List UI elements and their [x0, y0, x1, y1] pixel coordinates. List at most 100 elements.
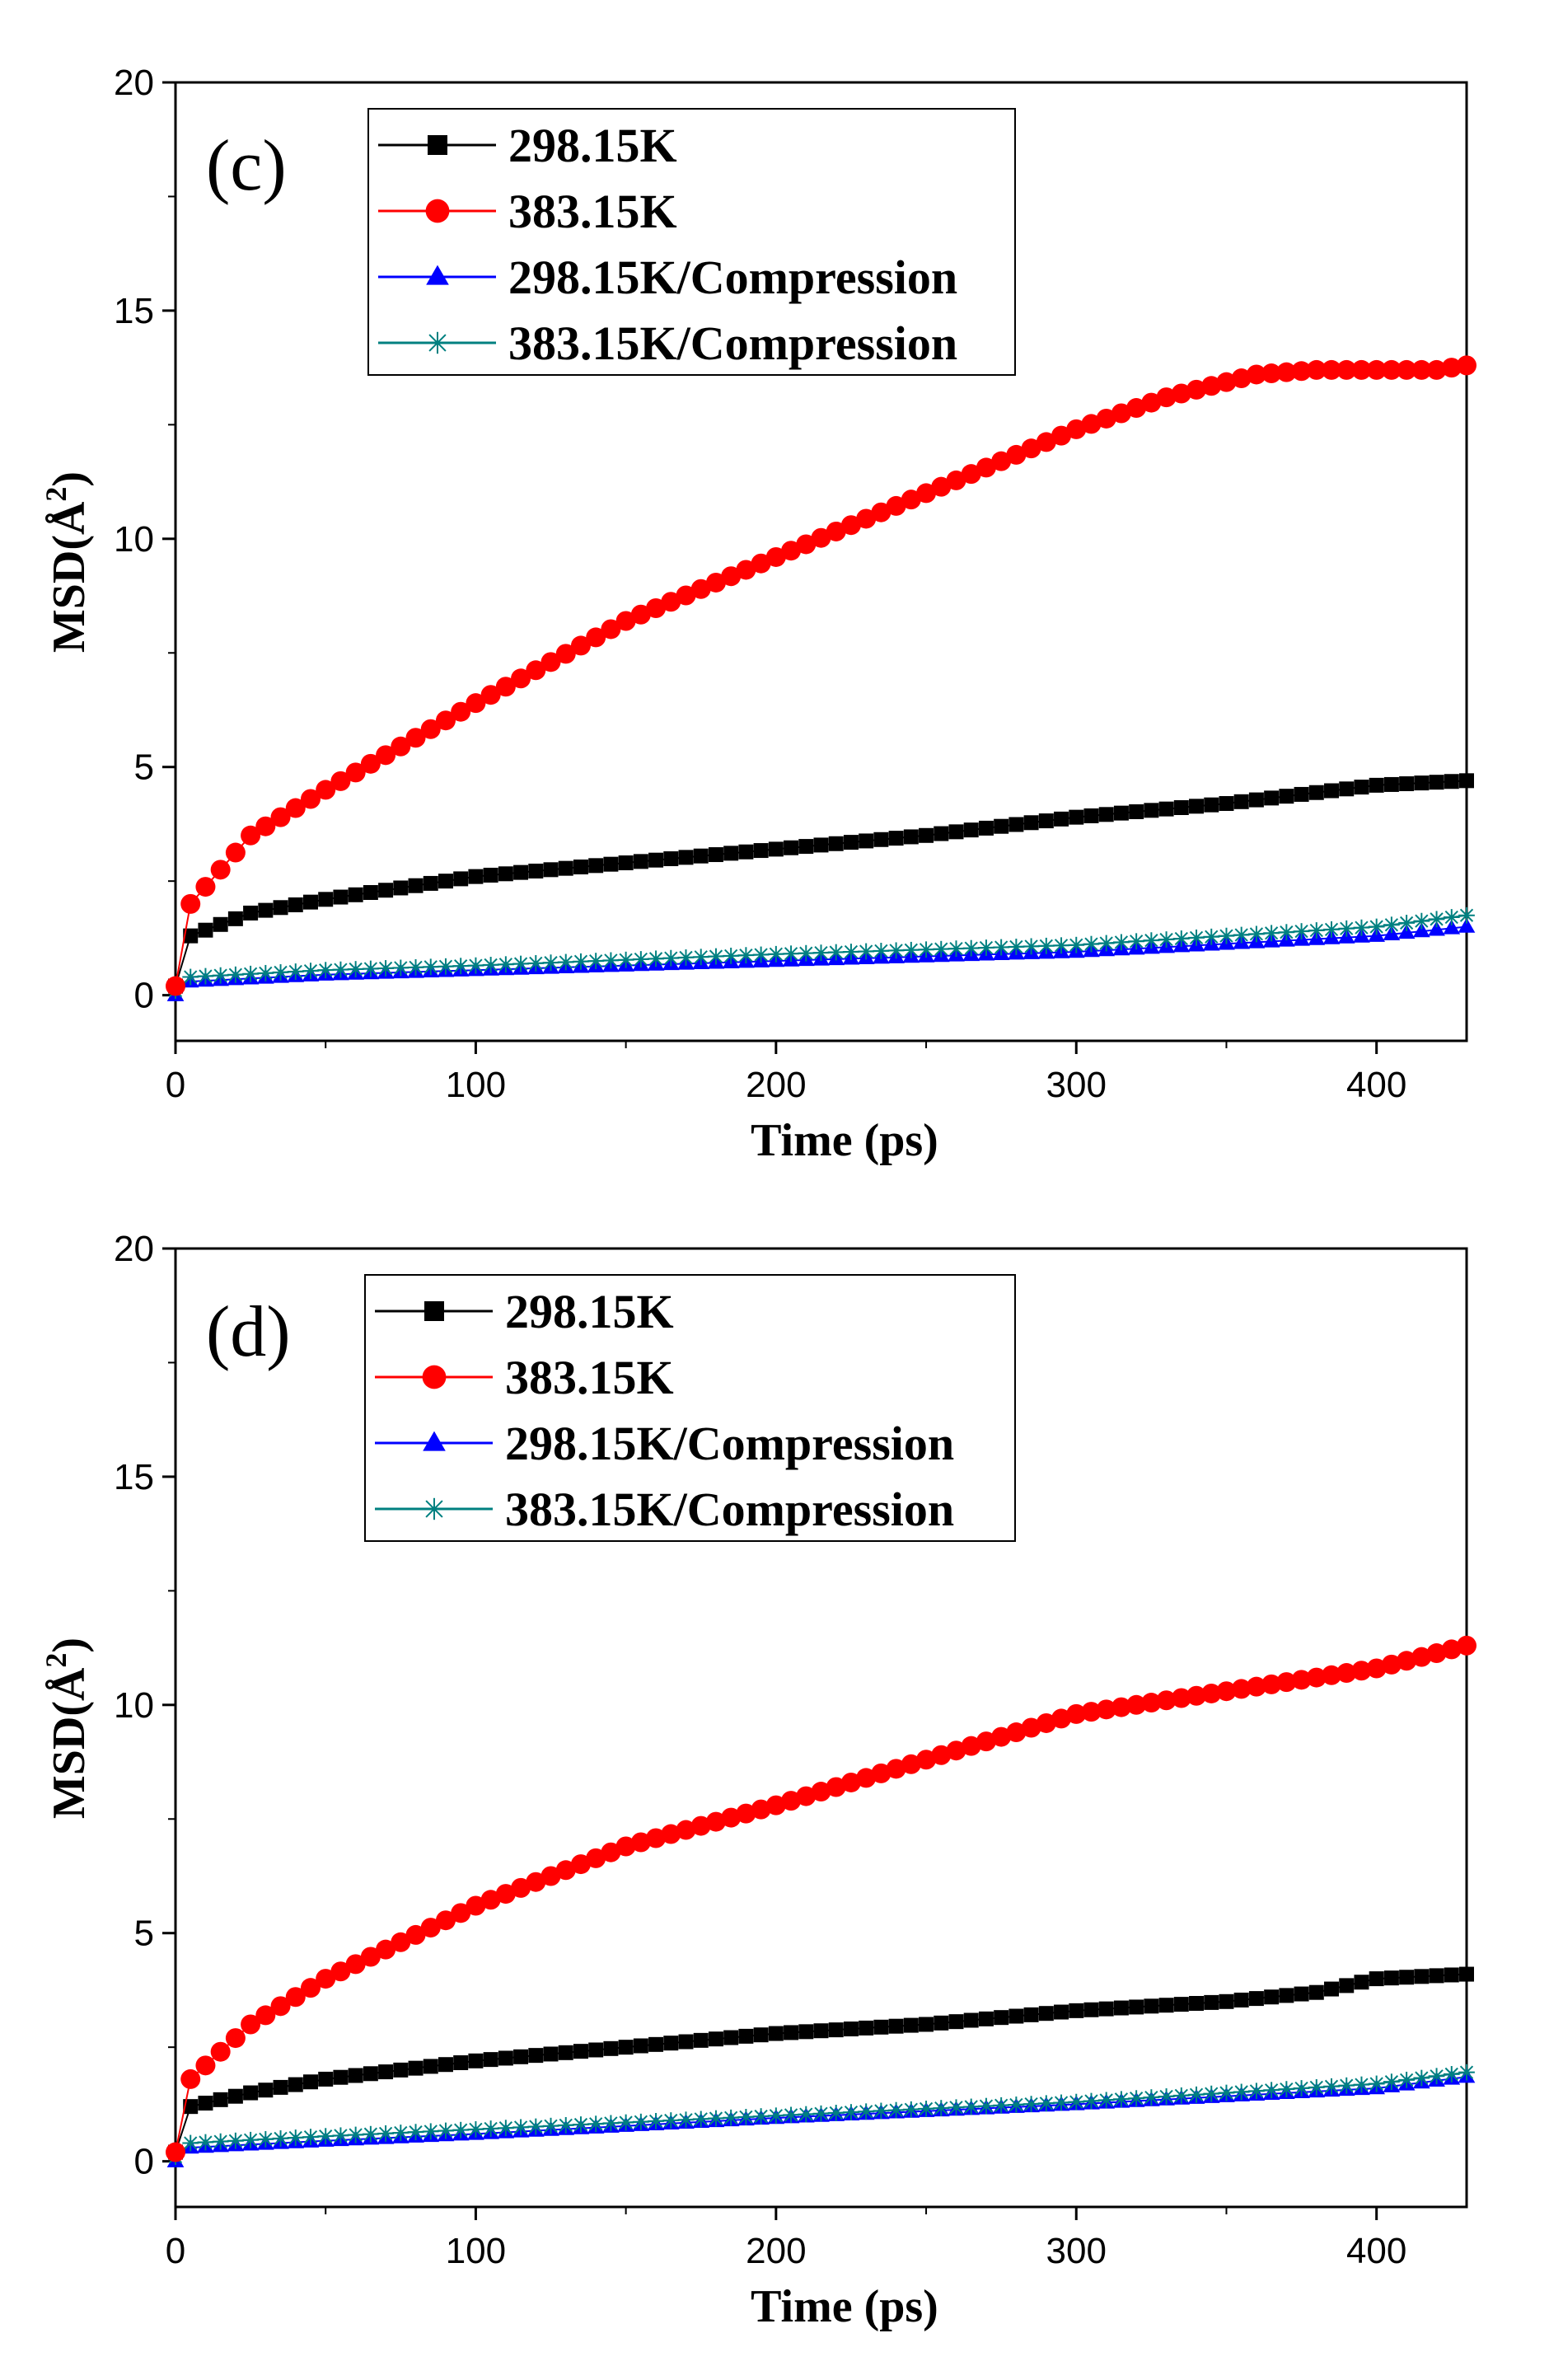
data-point: [255, 2005, 276, 2026]
data-point: [1308, 1984, 1324, 2000]
data-point: [798, 2106, 815, 2123]
data-point: [903, 2017, 919, 2033]
data-point: [1278, 2081, 1295, 2098]
data-point: [1201, 376, 1222, 396]
star-stroke: [1369, 920, 1383, 934]
data-point: [1233, 1992, 1249, 2008]
data-point: [1158, 1998, 1174, 2013]
data-point: [1128, 933, 1145, 950]
data-point: [843, 2104, 859, 2120]
data-point: [1038, 813, 1054, 829]
data-point: [858, 943, 875, 960]
data-point: [1381, 359, 1402, 380]
tick-labels: 0 100 200 300 400 0 5 10 15 20: [114, 1229, 1406, 2271]
data-point: [480, 685, 501, 705]
data-point: [573, 2044, 588, 2059]
data-point: [994, 2010, 1009, 2026]
data-point: [587, 2115, 605, 2133]
data-point: [948, 2099, 965, 2116]
star-stroke: [949, 2101, 963, 2115]
data-point: [1279, 1988, 1294, 2003]
data-point: [242, 965, 260, 982]
data-point: [1036, 432, 1056, 452]
data-point: [1322, 359, 1342, 380]
star-stroke: [573, 954, 588, 968]
star-stroke: [604, 2116, 618, 2130]
data-point: [1189, 799, 1205, 814]
data-point: [737, 2108, 755, 2125]
data-point: [1397, 359, 1417, 380]
data-point: [901, 490, 921, 510]
data-point: [1457, 355, 1476, 376]
data-point: [1069, 809, 1084, 825]
data-point: [195, 2055, 216, 2076]
star-stroke: [724, 949, 738, 963]
star-stroke: [498, 2121, 512, 2135]
data-point: [738, 844, 754, 860]
star-stroke: [349, 2128, 363, 2142]
star-stroke: [1294, 2081, 1308, 2096]
data-point: [1276, 362, 1297, 382]
data-point: [420, 719, 441, 739]
data-point: [453, 871, 469, 887]
data-point: [300, 1978, 321, 1998]
data-point: [1158, 931, 1175, 948]
data-point: [318, 892, 334, 907]
data-point: [316, 780, 336, 800]
data-point: [708, 2110, 724, 2127]
data-point: [588, 2042, 604, 2058]
data-point: [978, 820, 994, 836]
data-point: [630, 1832, 651, 1853]
star-stroke: [274, 2131, 288, 2146]
star-stroke: [1340, 2078, 1354, 2092]
data-point: [482, 2120, 499, 2137]
star-stroke: [334, 2129, 348, 2143]
data-point: [243, 905, 259, 921]
data-point: [1339, 781, 1355, 797]
data-point: [1096, 408, 1116, 429]
data-point: [663, 2036, 679, 2051]
data-point: [332, 961, 349, 978]
data-point: [1172, 2087, 1190, 2104]
legend-marker: [426, 265, 449, 285]
data-point: [213, 916, 228, 932]
data-point: [318, 2071, 334, 2087]
data-point: [1023, 2096, 1040, 2113]
data-point: [1323, 921, 1340, 938]
data-point: [1428, 2068, 1445, 2085]
data-point: [919, 827, 934, 843]
data-point: [420, 1918, 441, 1938]
star-stroke: [1144, 934, 1158, 948]
data-point: [573, 2116, 589, 2133]
data-point: [753, 843, 769, 859]
data-point: [438, 874, 453, 889]
star-stroke: [243, 2133, 258, 2147]
data-point: [210, 860, 231, 880]
data-point: [843, 2022, 859, 2037]
data-point: [197, 2134, 214, 2151]
data-point: [843, 835, 859, 850]
data-point: [1324, 783, 1340, 799]
data-point: [272, 964, 289, 981]
data-point: [392, 2125, 409, 2141]
y-axis-title-main: MSD(: [44, 1701, 95, 1819]
data-point: [888, 2018, 904, 2034]
data-point: [692, 949, 709, 966]
data-point: [798, 944, 815, 962]
star-stroke: [1294, 924, 1308, 939]
data-point: [753, 2027, 769, 2043]
data-point: [1126, 1694, 1147, 1715]
data-point: [601, 1842, 621, 1862]
star-stroke: [1444, 2067, 1458, 2082]
legend-label: 383.15K: [505, 1351, 674, 1404]
star-stroke: [1069, 2095, 1083, 2109]
data-point: [1189, 1996, 1205, 2012]
data-point: [1081, 1702, 1102, 1722]
star-stroke: [1309, 2080, 1323, 2095]
data-point: [288, 2077, 303, 2092]
data-point: [1186, 1685, 1207, 1706]
data-point: [1322, 1665, 1342, 1685]
data-point: [258, 902, 274, 918]
data-point: [1276, 1672, 1297, 1693]
data-point: [376, 745, 396, 766]
